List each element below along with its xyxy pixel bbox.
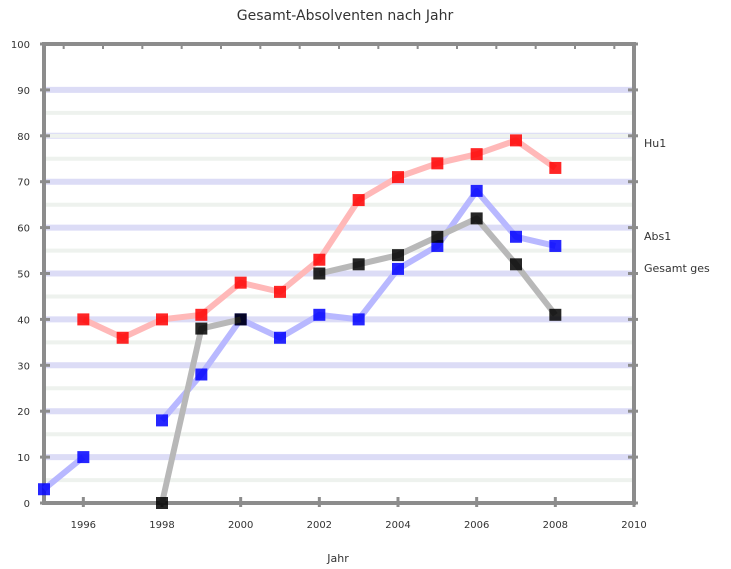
data-point (116, 331, 129, 344)
data-point (77, 313, 90, 326)
x-tick-label: 2004 (385, 520, 410, 531)
series-layer (38, 134, 562, 509)
series-1 (38, 184, 562, 496)
series-line (42, 454, 86, 492)
data-point (234, 313, 247, 326)
y-tick-label: 80 (17, 132, 30, 143)
y-tick-label: 60 (17, 224, 30, 235)
data-point (470, 184, 483, 197)
data-point (156, 497, 168, 509)
data-point (77, 451, 90, 464)
data-point (274, 331, 286, 344)
data-point (431, 157, 444, 170)
data-point (392, 249, 404, 262)
data-point (313, 267, 326, 280)
series-0 (77, 134, 562, 344)
axis-ticks: 0 10 20 30 40 50 60 70 80 90 100 1996 1998 2000 2002 20… (11, 40, 647, 531)
x-tick-label: 2000 (228, 520, 253, 531)
y-tick-label: 10 (17, 453, 30, 464)
data-point (510, 134, 522, 147)
data-point (470, 212, 483, 225)
series-label: Hu1 (644, 137, 666, 150)
data-point (549, 308, 562, 321)
data-point (549, 239, 562, 252)
x-tick-label: 2010 (621, 520, 646, 531)
data-point (38, 483, 50, 496)
data-point (549, 161, 562, 174)
data-point (156, 313, 168, 326)
x-tick-label: 2008 (543, 520, 568, 531)
series-line (82, 137, 558, 341)
series-labels: Hu1 Abs1 Gesamt ges (644, 137, 710, 275)
y-tick-label: 100 (11, 40, 30, 51)
y-tick-label: 30 (17, 361, 30, 372)
data-point (510, 230, 522, 243)
x-tick-label: 2006 (464, 520, 489, 531)
data-point (313, 253, 326, 266)
data-point (352, 258, 365, 271)
data-point (392, 171, 404, 184)
data-point (156, 414, 168, 427)
data-point (352, 313, 365, 326)
y-tick-label: 20 (17, 407, 30, 418)
data-point (352, 194, 365, 207)
data-point (234, 276, 247, 289)
x-axis-label: Jahr (326, 552, 349, 565)
data-point (470, 148, 483, 161)
y-tick-label: 90 (17, 86, 30, 97)
gridlines (44, 86, 634, 483)
data-point (431, 230, 444, 243)
y-tick-label: 70 (17, 178, 30, 189)
data-point (195, 322, 208, 335)
data-point (274, 285, 286, 298)
x-tick-label: 1996 (71, 520, 96, 531)
data-point (195, 308, 208, 321)
y-tick-label: 40 (17, 315, 30, 326)
data-point (431, 239, 444, 252)
y-tick-label: 50 (17, 270, 30, 281)
chart-title: Gesamt-Absolventen nach Jahr (237, 8, 454, 24)
series-2 (156, 212, 562, 509)
data-point (195, 368, 208, 381)
data-point (510, 258, 522, 271)
x-tick-label: 1998 (149, 520, 174, 531)
x-tick-label: 2002 (307, 520, 332, 531)
series-label: Abs1 (644, 230, 671, 243)
data-point (313, 308, 326, 321)
y-tick-label: 0 (24, 499, 30, 510)
data-point (392, 262, 404, 275)
series-label: Gesamt ges (644, 262, 710, 275)
